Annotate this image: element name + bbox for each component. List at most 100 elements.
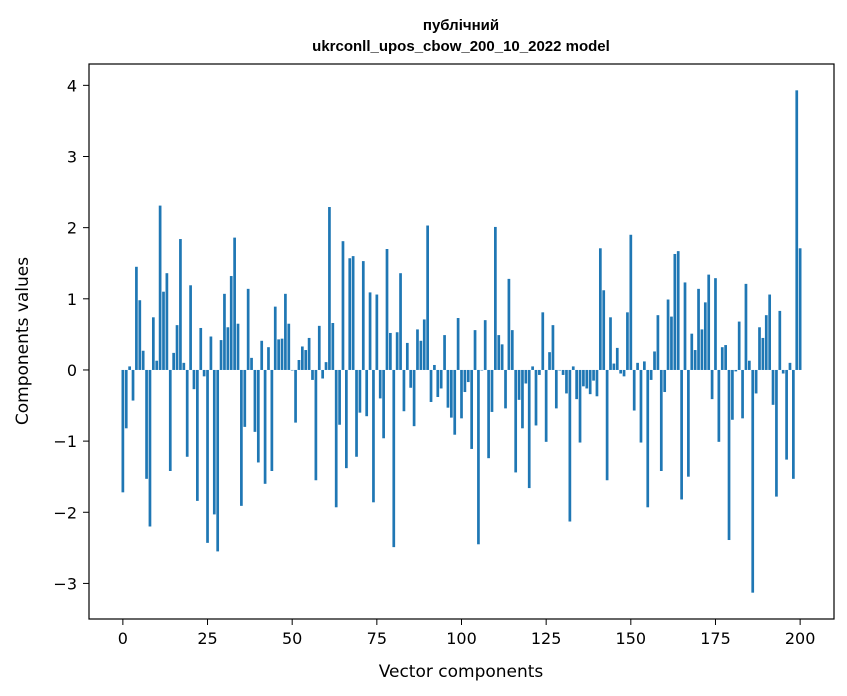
bar bbox=[534, 369, 538, 426]
bar bbox=[507, 278, 511, 370]
bar bbox=[510, 330, 514, 370]
y-tick-label: 3 bbox=[67, 148, 77, 167]
bar bbox=[307, 337, 311, 370]
bar bbox=[405, 342, 409, 370]
bar bbox=[605, 369, 609, 481]
bar bbox=[676, 251, 680, 370]
bar bbox=[741, 369, 744, 419]
bar bbox=[189, 285, 192, 370]
bar bbox=[734, 369, 738, 372]
chart-title-line-2: ukrconll_upos_cbow_200_10_2022 model bbox=[312, 38, 610, 55]
bar bbox=[727, 369, 731, 541]
y-axis-label: Components values bbox=[13, 257, 33, 425]
bar bbox=[639, 369, 643, 443]
bar bbox=[578, 369, 582, 443]
bar bbox=[148, 369, 152, 527]
bar bbox=[758, 327, 761, 370]
bar bbox=[731, 369, 734, 420]
bar bbox=[185, 369, 189, 457]
bar bbox=[304, 350, 308, 370]
bar bbox=[754, 369, 758, 394]
bar bbox=[385, 249, 389, 370]
x-tick-label: 75 bbox=[367, 629, 387, 648]
bar bbox=[720, 347, 724, 370]
bar bbox=[521, 369, 524, 429]
bar bbox=[622, 369, 626, 377]
bar bbox=[223, 293, 226, 370]
bar bbox=[558, 369, 562, 371]
bar bbox=[619, 369, 623, 374]
y-axis-ticks: −3 −2 −1 0 1 2 3 4 bbox=[53, 76, 89, 593]
bar bbox=[653, 351, 656, 370]
bar bbox=[798, 248, 802, 370]
bar bbox=[714, 278, 717, 370]
x-tick-label: 100 bbox=[446, 629, 477, 648]
bar bbox=[135, 266, 138, 370]
bar bbox=[541, 312, 545, 370]
bar bbox=[768, 294, 772, 370]
x-axis-ticks: 0 25 50 75 100 125 150 175 200 bbox=[118, 619, 815, 648]
bar bbox=[707, 274, 711, 370]
bar bbox=[422, 319, 426, 370]
bar bbox=[280, 338, 284, 370]
bar bbox=[666, 299, 670, 370]
bar bbox=[443, 335, 446, 370]
bar bbox=[500, 344, 504, 370]
bar bbox=[470, 369, 474, 449]
bar bbox=[480, 369, 484, 371]
bar bbox=[341, 241, 345, 370]
bar bbox=[527, 369, 531, 489]
bar bbox=[575, 369, 578, 400]
bar bbox=[477, 369, 480, 545]
bar bbox=[314, 369, 318, 481]
bar bbox=[229, 276, 233, 370]
bar bbox=[158, 205, 162, 370]
bar bbox=[683, 282, 687, 370]
bar bbox=[121, 369, 125, 493]
bar bbox=[680, 369, 683, 500]
bar bbox=[236, 323, 240, 370]
bar bbox=[643, 361, 646, 370]
bar bbox=[673, 253, 677, 370]
bar bbox=[761, 337, 765, 370]
bars bbox=[121, 90, 802, 593]
bar bbox=[331, 323, 335, 370]
bar bbox=[771, 369, 775, 405]
bar bbox=[670, 316, 673, 370]
bar bbox=[216, 369, 220, 552]
bar bbox=[592, 369, 595, 381]
bar bbox=[409, 369, 413, 388]
bar bbox=[778, 310, 782, 370]
bar bbox=[466, 369, 470, 383]
bar bbox=[175, 325, 179, 370]
bar bbox=[588, 369, 592, 395]
bar bbox=[141, 350, 145, 370]
bar bbox=[328, 207, 331, 370]
bar bbox=[446, 369, 450, 408]
bar bbox=[192, 369, 196, 390]
bar bbox=[392, 369, 396, 548]
bar bbox=[615, 347, 619, 370]
x-tick-label: 0 bbox=[118, 629, 128, 648]
y-tick-label: 2 bbox=[67, 219, 77, 238]
bar bbox=[612, 363, 616, 370]
bar bbox=[334, 369, 338, 508]
bar bbox=[297, 360, 301, 370]
bar bbox=[368, 292, 372, 370]
bar bbox=[267, 347, 270, 370]
bar bbox=[131, 369, 135, 401]
bar bbox=[568, 369, 572, 522]
bar bbox=[287, 323, 291, 370]
bar bbox=[781, 369, 785, 374]
bar bbox=[693, 350, 697, 370]
bar bbox=[764, 315, 768, 370]
x-tick-label: 50 bbox=[282, 629, 302, 648]
bar bbox=[162, 291, 165, 370]
bar bbox=[649, 369, 653, 380]
bar bbox=[128, 366, 131, 370]
bar bbox=[345, 369, 348, 469]
bar bbox=[277, 339, 280, 370]
bar bbox=[219, 340, 223, 370]
y-tick-label: −2 bbox=[53, 503, 77, 522]
bar bbox=[290, 369, 294, 371]
